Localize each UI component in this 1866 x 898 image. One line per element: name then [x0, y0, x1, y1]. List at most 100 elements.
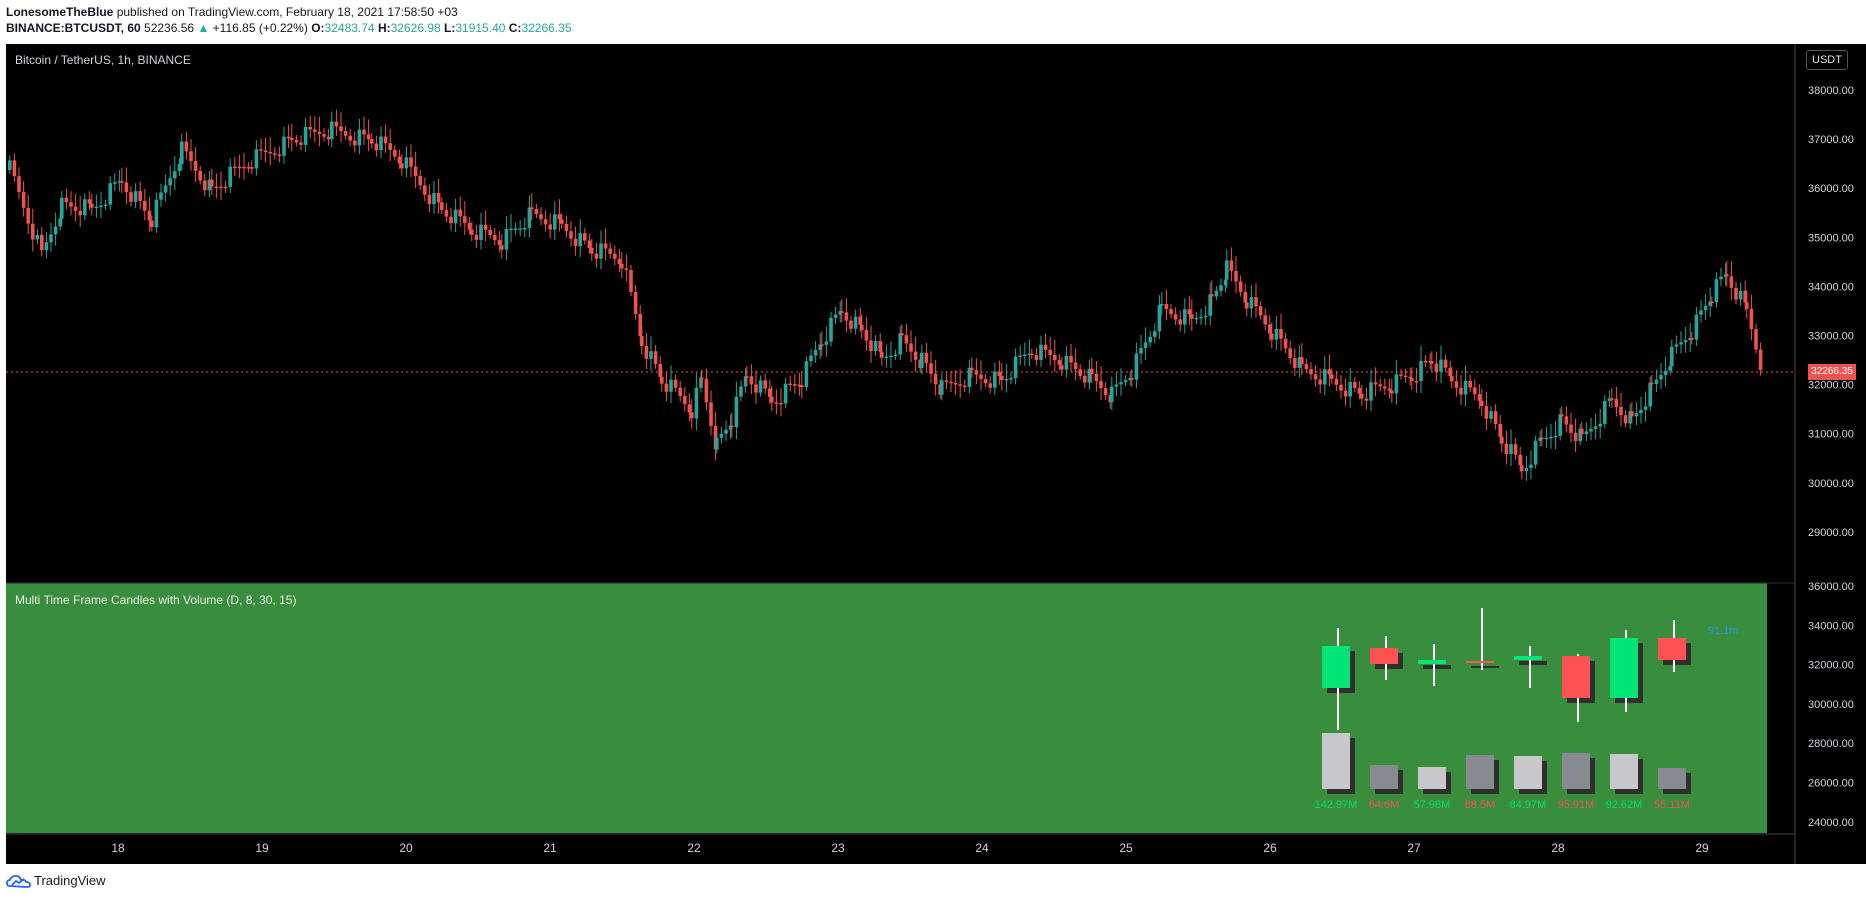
candle-body: [1493, 411, 1498, 424]
candle-body: [228, 166, 232, 187]
time-axis[interactable]: 18 19 20 21 22 23 24 25 26 27 28 29: [111, 841, 1709, 855]
candle-body: [1423, 360, 1428, 363]
time-axis-label: 21: [543, 841, 557, 855]
candle-body: [1039, 344, 1043, 360]
candle-body: [1569, 424, 1573, 433]
price-axis-label: 30000.00: [1808, 478, 1854, 490]
candle-body: [103, 204, 108, 207]
indicator-axis-label: 26000.00: [1808, 778, 1854, 790]
candle-body: [553, 214, 557, 230]
candle-body: [1558, 414, 1562, 436]
time-axis-label: 20: [399, 841, 413, 855]
candle-body: [500, 245, 504, 250]
candle-body: [1520, 465, 1524, 472]
candle-body: [124, 182, 129, 193]
volume-bar: [1370, 765, 1398, 789]
tradingview-logo-icon[interactable]: [6, 873, 32, 889]
candle-body: [1390, 390, 1394, 394]
candle-body: [1114, 384, 1119, 387]
candle-body: [734, 396, 739, 428]
candle-body: [180, 141, 184, 164]
candle-body: [800, 385, 804, 388]
candle-body: [1013, 356, 1018, 378]
candle-body: [904, 335, 909, 344]
candle-body: [1318, 379, 1322, 385]
indicator-axis-label: 30000.00: [1808, 699, 1854, 711]
candle-body: [1714, 279, 1719, 303]
candle-body: [193, 161, 198, 171]
candle-body: [286, 136, 291, 139]
candle-body: [530, 207, 534, 209]
volume-label: 92.62M: [1606, 799, 1643, 811]
candle-body: [87, 199, 92, 204]
volume-bar: [1658, 768, 1686, 789]
candle-body: [1083, 375, 1087, 383]
candle-body: [715, 437, 719, 450]
candle-body: [683, 396, 687, 405]
volume-label: 142.97M: [1315, 799, 1358, 811]
candle-body: [1659, 375, 1663, 380]
candle-body: [120, 181, 124, 183]
currency-badge[interactable]: USDT: [1806, 50, 1848, 70]
indicator-axis-label: 34000.00: [1808, 620, 1854, 632]
volume-bars: [1322, 733, 1691, 794]
chart-title[interactable]: Bitcoin / TetherUS, 1h, BINANCE: [15, 53, 191, 67]
candle-body: [184, 141, 189, 152]
candle-body: [237, 166, 242, 169]
candle-body: [1477, 394, 1482, 401]
candle-body: [1533, 440, 1538, 465]
candle-body: [813, 350, 818, 356]
volume-bar: [1418, 767, 1446, 789]
candle-body: [873, 341, 878, 351]
candle-body: [1009, 378, 1013, 380]
candle-body: [633, 292, 638, 314]
candle-body: [470, 229, 474, 235]
candle-body: [1634, 413, 1639, 417]
candle-body: [427, 194, 432, 205]
candle-body: [1234, 270, 1238, 282]
candle-body: [40, 234, 44, 251]
indicator-title[interactable]: Multi Time Frame Candles with Volume (D,…: [15, 593, 297, 607]
candle-body: [587, 240, 592, 248]
time-axis-label: 18: [111, 841, 125, 855]
publisher-name[interactable]: LonesomeTheBlue: [6, 5, 114, 19]
candle-body: [1353, 382, 1357, 388]
candle-body: [745, 376, 749, 378]
candle-body: [133, 191, 138, 202]
candle-body: [1468, 380, 1472, 388]
price-axis[interactable]: 38000.00 37000.00 36000.00 35000.00 34000.00…: [1808, 85, 1854, 539]
candle-body: [1064, 355, 1069, 370]
candle-body: [649, 351, 653, 359]
candle-body: [1208, 294, 1212, 316]
candle-body: [1610, 398, 1614, 400]
candle-body: [669, 379, 673, 392]
candle-body: [1210, 294, 1214, 297]
candle-body: [1219, 285, 1223, 291]
candle-body: [1614, 398, 1619, 407]
candle-body: [1513, 444, 1518, 455]
candle-body: [12, 160, 17, 177]
candle-body: [1214, 290, 1219, 297]
candle-body: [273, 153, 277, 155]
candle-body: [1153, 331, 1157, 337]
candle-body: [920, 352, 924, 368]
candle-body: [617, 258, 622, 264]
candle-body: [1394, 374, 1399, 394]
candle-body: [864, 330, 869, 341]
candle-body: [793, 384, 797, 386]
candle-body: [838, 311, 842, 315]
candle-body: [1480, 400, 1484, 406]
candle-body: [58, 218, 62, 227]
candle-body: [1309, 369, 1313, 375]
candle-body: [1729, 276, 1734, 288]
price-axis-label: 34000.00: [1808, 281, 1854, 293]
tradingview-brand[interactable]: TradingView: [34, 873, 106, 888]
indicator-axis[interactable]: 36000.00 34000.00 32000.00 30000.00 28000.00…: [1808, 581, 1854, 829]
candle-body: [353, 140, 357, 146]
candle-body: [958, 384, 962, 386]
candle-body: [21, 192, 26, 208]
candle-body: [317, 131, 322, 135]
candle-body: [35, 234, 40, 240]
candle-body: [223, 186, 228, 189]
